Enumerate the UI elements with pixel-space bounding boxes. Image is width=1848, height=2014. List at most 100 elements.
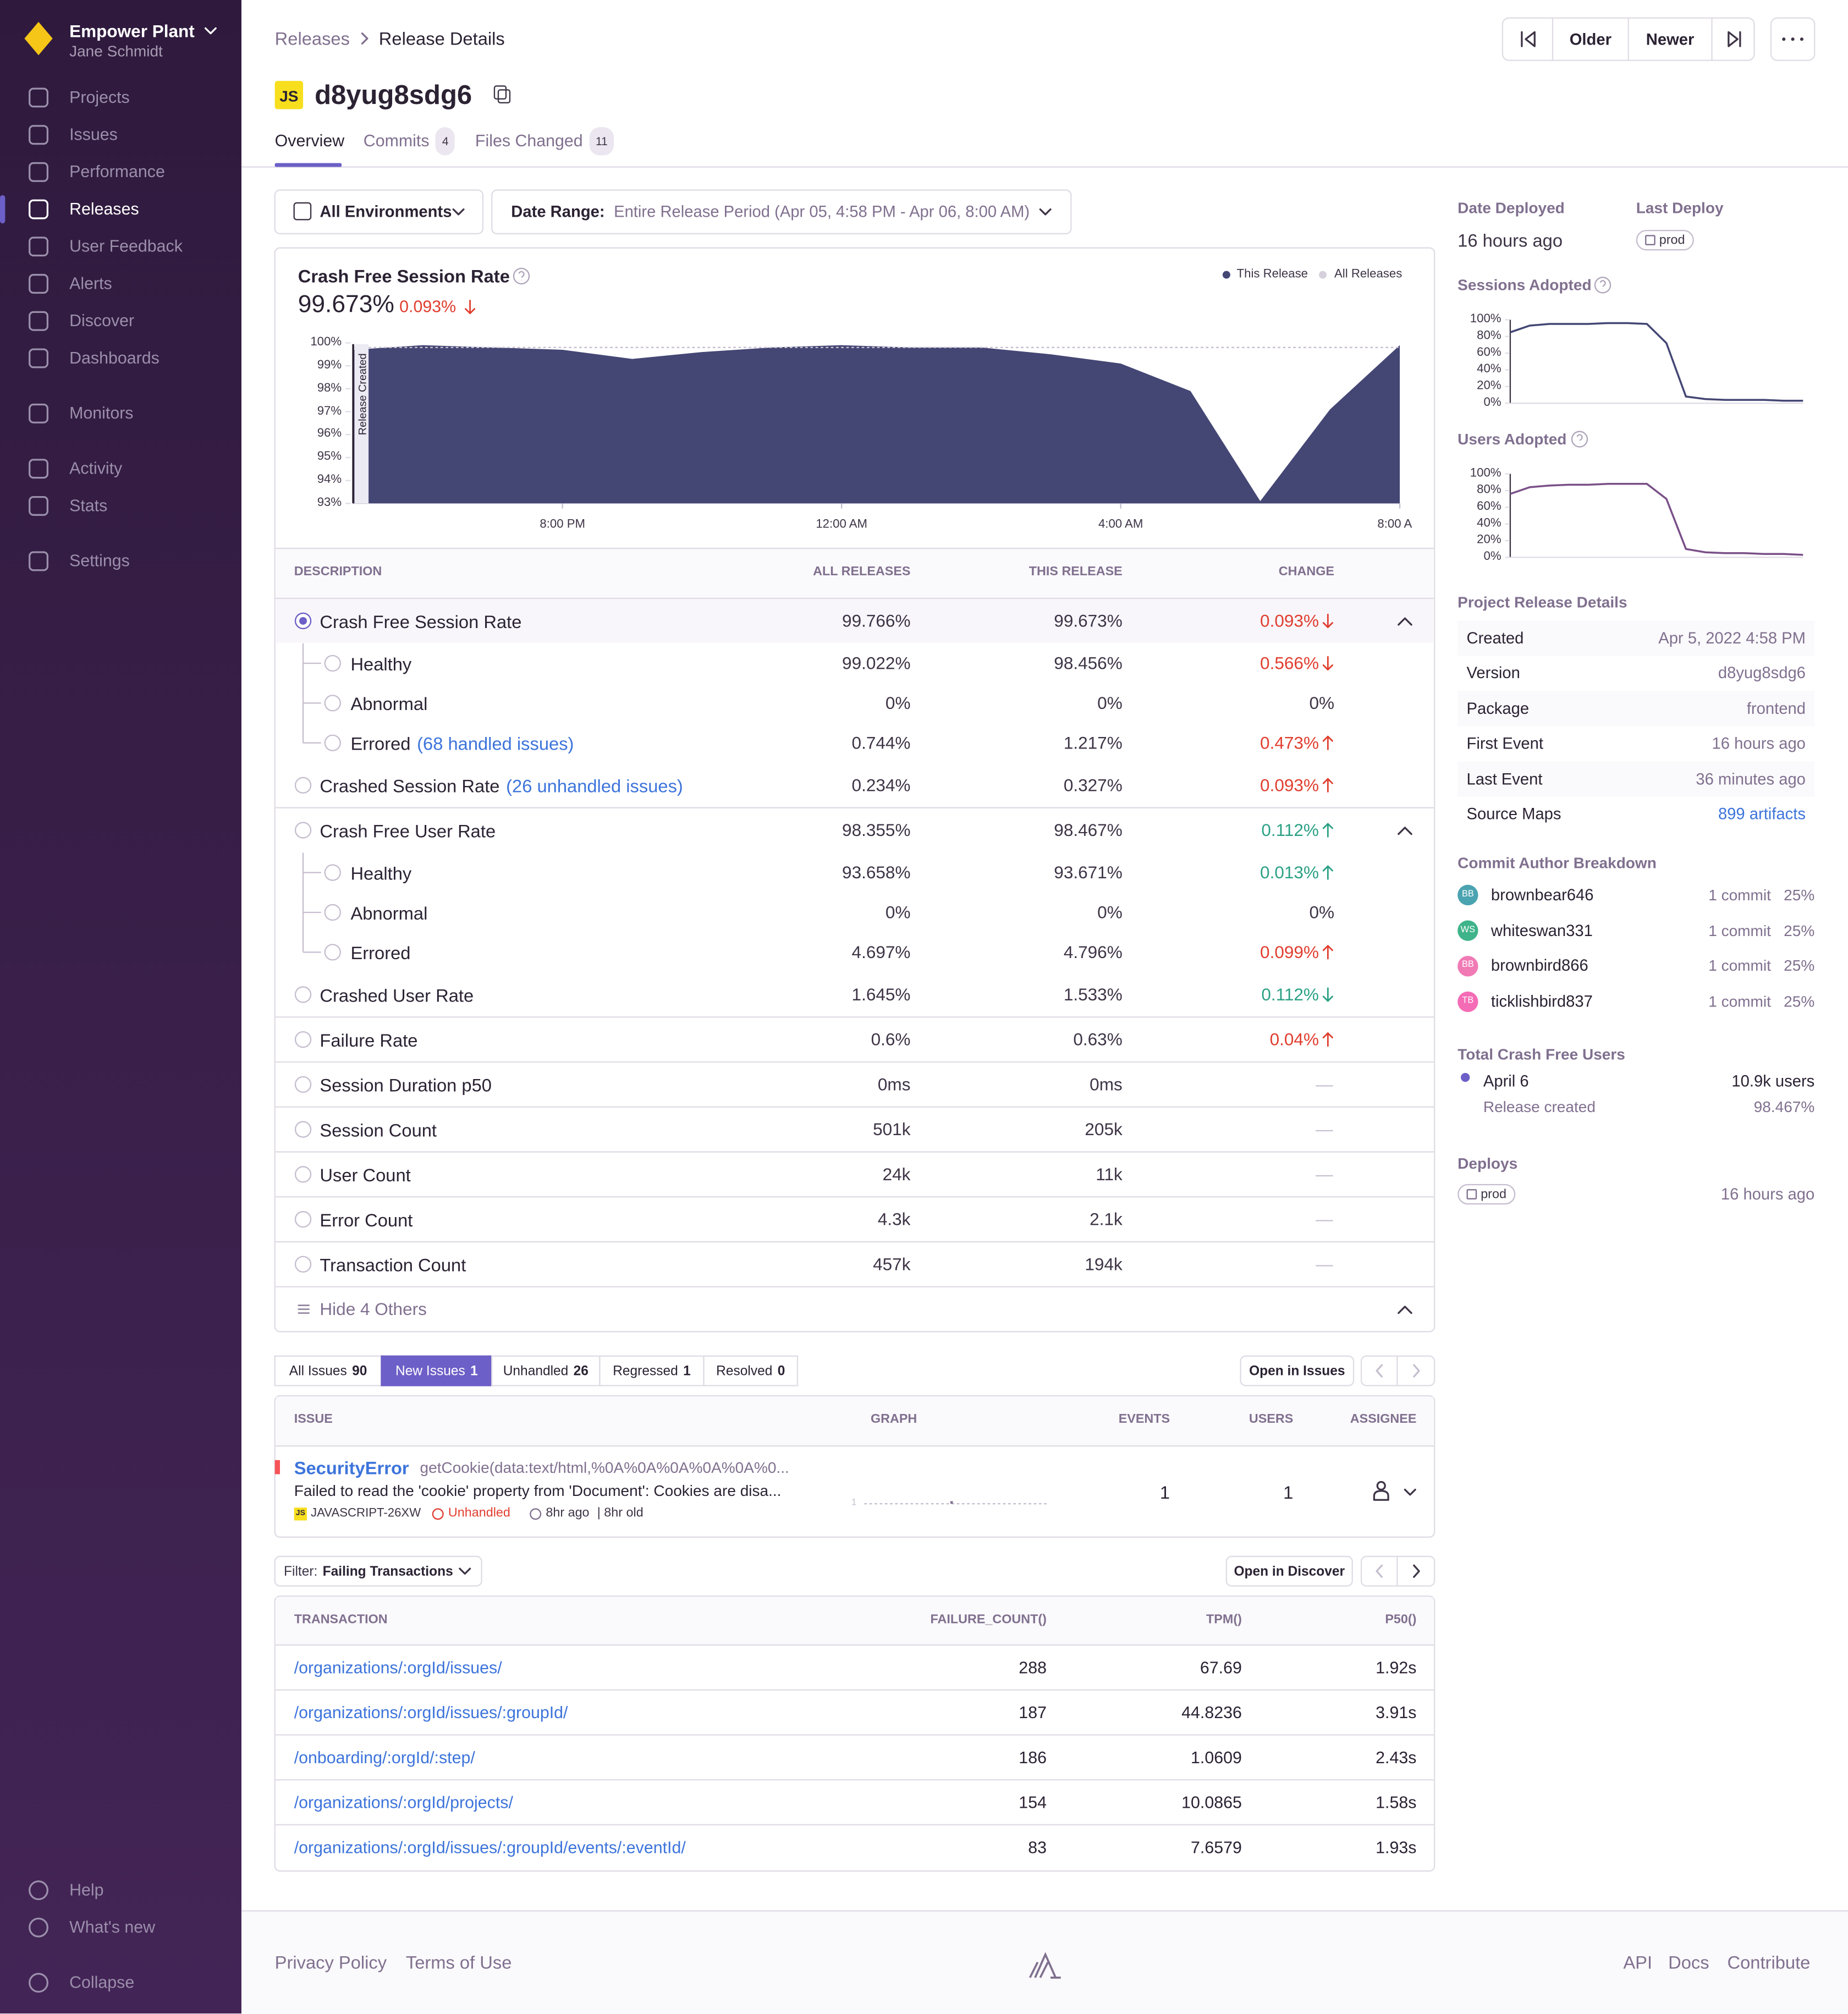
y-tick-label: 96%	[317, 427, 342, 441]
pill-label: prod	[1481, 1187, 1506, 1202]
transaction-name[interactable]: /organizations/:orgId/projects/	[294, 1792, 513, 1812]
issue-title[interactable]: SecurityError	[294, 1457, 409, 1478]
environment[interactable]: All Environments	[320, 202, 452, 221]
nav-item[interactable]: Alerts	[69, 273, 112, 293]
issue-status: Unhandled	[448, 1506, 510, 1521]
metric-label[interactable]: Errored	[350, 940, 410, 964]
nav-button[interactable]: Older	[1569, 31, 1612, 49]
metric-label[interactable]: Crashed User Rate	[320, 983, 474, 1006]
metric-label[interactable]: Healthy	[350, 652, 411, 675]
transaction-name[interactable]: /organizations/:orgId/issues/	[294, 1657, 502, 1677]
deploy-env[interactable]: prod	[1458, 1184, 1516, 1205]
table-header-bg	[276, 1397, 1433, 1446]
detail-label: Last Event	[1466, 770, 1543, 788]
nav-item[interactable]: Monitors	[69, 403, 134, 423]
footer-link[interactable]: Docs	[1668, 1952, 1709, 1973]
metric-name: Errored	[350, 942, 411, 963]
metric-label[interactable]: Crashed Session Rate (26 unhandled issues…	[320, 774, 683, 797]
open-discover[interactable]: Open in Discover	[1234, 1563, 1345, 1579]
chart-title: Crash Free Session Rate	[298, 266, 510, 287]
radio	[294, 986, 312, 1003]
nav-item[interactable]: Dashboards	[69, 348, 160, 367]
metric-label[interactable]: Crash Free User Rate	[320, 819, 496, 842]
y-tick-label: 99%	[317, 358, 342, 372]
issue-tab-label[interactable]: Unhandled 26	[492, 1360, 600, 1383]
radio	[324, 734, 341, 751]
issue-tab-label[interactable]: Resolved 0	[704, 1360, 798, 1383]
author-name[interactable]: brownbear646	[1491, 886, 1594, 904]
metric-label[interactable]: Failure Rate	[320, 1028, 417, 1051]
nav-button[interactable]: Newer	[1646, 31, 1695, 49]
nav-item[interactable]: Activity	[69, 458, 123, 478]
transaction-name[interactable]: /onboarding/:orgId/:step/	[294, 1747, 475, 1767]
crash-free-users: 10.9k users	[1731, 1072, 1815, 1091]
tab[interactable]: Commits 4	[364, 127, 455, 156]
tab[interactable]: Files Changed 11	[475, 127, 614, 156]
last-deploy[interactable]: prod	[1636, 229, 1694, 251]
section-heading: Total Crash Free Users	[1458, 1045, 1625, 1064]
footer-link[interactable]: Terms of Use	[405, 1952, 512, 1973]
tab-count: 26	[573, 1363, 588, 1379]
arrow-up	[1322, 778, 1333, 793]
nav-item[interactable]: Releases	[69, 199, 139, 218]
issue-tab-label[interactable]: All Issues 90	[275, 1360, 382, 1383]
metric-label[interactable]: Abnormal	[350, 691, 427, 714]
footer-bg	[241, 1911, 1848, 2014]
y-tick-label: 40%	[1477, 516, 1502, 531]
line	[1510, 322, 1803, 402]
sidebar-footer-item[interactable]: Collapse	[69, 1972, 135, 1992]
transaction-filter-label[interactable]: Filter: Failing Transactions	[284, 1560, 453, 1583]
transaction-cell: 10.0865	[1181, 1792, 1242, 1812]
nav-item[interactable]: Stats	[69, 496, 108, 515]
nav-item[interactable]: Issues	[69, 124, 118, 144]
help-icon	[1571, 431, 1588, 448]
metric-label[interactable]: User Count	[320, 1163, 410, 1186]
toggle-others[interactable]: Hide 4 Others	[320, 1298, 427, 1318]
metric-label[interactable]: Crash Free Session Rate	[320, 609, 521, 632]
issue-tab-label[interactable]: New Issues 1	[381, 1360, 492, 1383]
footer-icon	[29, 1880, 49, 1901]
col-header: USERS	[1248, 1412, 1294, 1427]
metric-label[interactable]: Error Count	[320, 1208, 413, 1231]
nav-item[interactable]: Projects	[69, 87, 130, 107]
metric-label[interactable]: Abnormal	[350, 901, 427, 924]
footer-link[interactable]: Privacy Policy	[274, 1952, 387, 1973]
metric-this: 194k	[1085, 1254, 1123, 1274]
sidebar-footer-item[interactable]: What's new	[69, 1917, 156, 1937]
metric-name: Failure Rate	[320, 1029, 418, 1050]
metric-link[interactable]: (26 unhandled issues)	[506, 775, 683, 796]
detail-value[interactable]: 899 artifacts	[1718, 805, 1806, 823]
issue-graph-max: 1	[851, 1498, 857, 1508]
metric-label[interactable]: Session Count	[320, 1118, 437, 1141]
transaction-name[interactable]: /organizations/:orgId/issues/:groupId/ev…	[294, 1837, 686, 1857]
nav-item[interactable]: User Feedback	[69, 236, 183, 256]
date-label[interactable]: Date Range:	[511, 202, 605, 221]
metric-label[interactable]: Healthy	[350, 861, 411, 884]
open-discover-button	[1225, 1555, 1353, 1587]
nav-item[interactable]: Discover	[69, 311, 135, 331]
metric-label[interactable]: Session Duration p50	[320, 1073, 492, 1096]
tab[interactable]: Overview	[275, 130, 345, 153]
footer-link[interactable]: API	[1623, 1952, 1653, 1973]
table-header-bg	[276, 1597, 1433, 1646]
metric-link[interactable]: (68 handled issues)	[417, 733, 574, 753]
nav-item[interactable]: Settings	[69, 551, 130, 570]
footer-link[interactable]: Contribute	[1727, 1952, 1811, 1973]
metric-label[interactable]: Errored (68 handled issues)	[350, 731, 574, 755]
open-issues[interactable]: Open in Issues	[1249, 1363, 1345, 1379]
chevron-down	[452, 208, 465, 216]
section-heading: Commit Author Breakdown	[1458, 854, 1657, 872]
author-name[interactable]: ticklishbird837	[1491, 993, 1593, 1011]
author-name[interactable]: whiteswan331	[1491, 921, 1593, 940]
author-name[interactable]: brownbird866	[1491, 957, 1588, 976]
nav-item[interactable]: Performance	[69, 162, 165, 181]
metric-label[interactable]: Transaction Count	[320, 1253, 466, 1276]
sidebar-footer-item[interactable]: Help	[69, 1880, 104, 1900]
x-tick-label: 8:00 AM	[1377, 517, 1422, 531]
issue-tab-label[interactable]: Regressed 1	[600, 1360, 703, 1383]
breadcrumb[interactable]: Releases	[274, 28, 350, 49]
metric-name: Crash Free User Rate	[320, 819, 496, 841]
metric-this: 98.467%	[1054, 819, 1123, 839]
transaction-name[interactable]: /organizations/:orgId/issues/:groupId/	[294, 1702, 568, 1722]
col-header: ALL RELEASES	[813, 565, 911, 580]
